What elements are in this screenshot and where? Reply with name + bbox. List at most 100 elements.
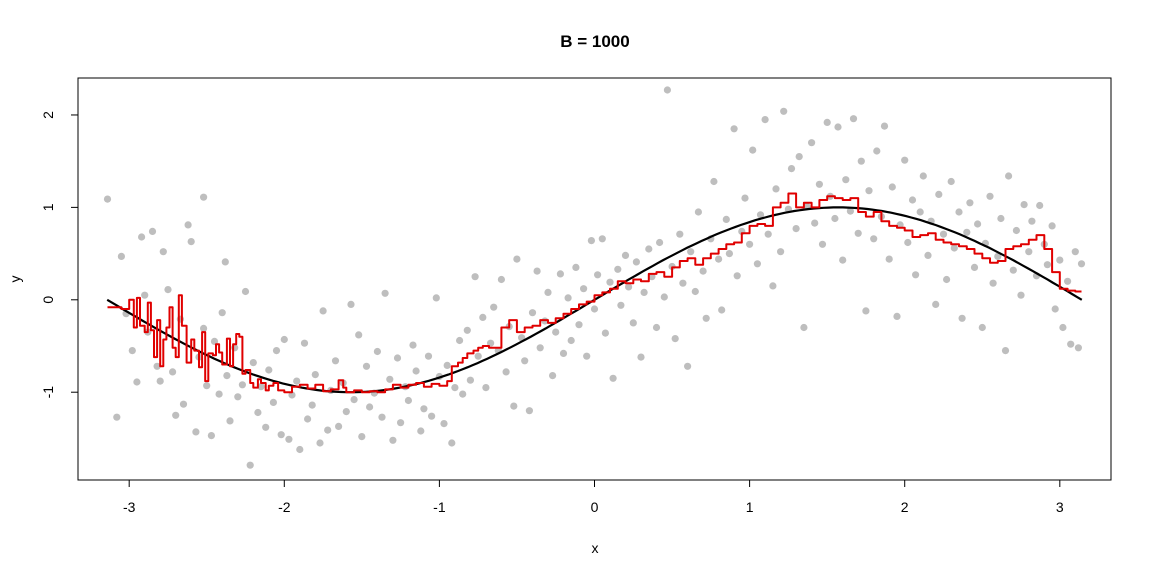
- data-point: [1028, 217, 1036, 225]
- data-point: [179, 400, 188, 408]
- data-point: [300, 339, 309, 347]
- data-point: [950, 244, 958, 252]
- data-point: [710, 177, 718, 186]
- data-point: [285, 435, 293, 443]
- data-point: [769, 282, 777, 290]
- data-point: [510, 402, 518, 410]
- data-point: [846, 207, 855, 215]
- data-point: [614, 265, 622, 273]
- data-point: [335, 422, 343, 430]
- data-point: [583, 352, 591, 360]
- data-point: [428, 412, 436, 420]
- data-point: [815, 180, 824, 188]
- chart-title: B = 1000: [560, 32, 629, 51]
- data-point: [386, 375, 394, 383]
- data-point: [733, 272, 741, 280]
- data-point: [172, 411, 180, 419]
- data-point: [1071, 248, 1079, 256]
- y-tick-label: 0: [40, 296, 56, 304]
- data-point: [533, 267, 541, 275]
- data-point: [221, 258, 229, 266]
- data-point: [184, 221, 192, 229]
- data-point: [528, 309, 537, 317]
- data-point: [660, 293, 668, 301]
- data-point: [362, 362, 371, 370]
- data-point: [479, 313, 487, 321]
- x-tick-label: 1: [746, 499, 754, 515]
- data-point: [966, 199, 974, 207]
- data-point: [764, 230, 772, 238]
- data-point: [699, 267, 707, 275]
- data-point: [207, 432, 215, 440]
- data-point: [648, 273, 656, 281]
- data-point: [676, 230, 684, 238]
- data-point: [324, 426, 332, 434]
- data-point: [691, 287, 699, 296]
- data-point: [389, 436, 397, 444]
- data-point: [187, 238, 195, 246]
- data-point: [373, 347, 381, 356]
- data-point: [598, 235, 606, 243]
- data-point: [590, 305, 599, 313]
- data-point: [1067, 340, 1075, 348]
- data-point: [873, 147, 881, 155]
- data-point: [617, 301, 625, 309]
- data-point: [159, 248, 167, 256]
- data-point: [625, 283, 633, 291]
- data-point: [164, 286, 172, 294]
- data-point: [381, 289, 389, 297]
- data-point: [218, 309, 226, 317]
- data-point: [580, 285, 588, 293]
- data-point: [601, 329, 610, 337]
- data-point: [113, 413, 121, 421]
- data-point: [304, 415, 312, 423]
- fitted-step-line: [107, 192, 1082, 394]
- data-point: [497, 275, 505, 284]
- data-point: [780, 107, 788, 115]
- data-point: [694, 208, 703, 216]
- y-tick-label: -1: [40, 386, 56, 399]
- data-point: [466, 376, 474, 384]
- data-point: [521, 357, 529, 365]
- data-point: [200, 193, 208, 201]
- data-point: [640, 288, 648, 296]
- data-point: [986, 192, 994, 200]
- data-point: [888, 183, 896, 191]
- data-point: [715, 255, 723, 263]
- data-point: [308, 401, 316, 409]
- data-point: [490, 303, 498, 311]
- data-point: [420, 405, 428, 413]
- data-point: [609, 374, 617, 382]
- data-point: [679, 279, 687, 287]
- data-point: [947, 177, 955, 186]
- data-point: [749, 146, 757, 154]
- data-point: [994, 252, 1002, 260]
- data-point: [831, 214, 839, 223]
- data-point: [880, 122, 889, 130]
- data-point: [800, 323, 808, 332]
- data-point: [587, 237, 596, 245]
- data-point: [1051, 305, 1059, 313]
- data-point: [1020, 201, 1028, 209]
- data-point: [857, 157, 865, 165]
- data-point: [156, 377, 164, 385]
- data-point: [818, 240, 827, 248]
- data-point: [823, 118, 831, 126]
- data-point: [1059, 323, 1067, 332]
- data-point: [1036, 201, 1044, 210]
- y-tick-label: 1: [40, 203, 56, 211]
- data-point: [746, 240, 754, 248]
- data-point: [671, 335, 679, 343]
- data-point: [513, 255, 521, 263]
- data-point: [502, 368, 510, 376]
- data-point: [1077, 260, 1086, 268]
- data-point: [249, 359, 257, 367]
- data-point: [955, 208, 963, 216]
- data-point: [1074, 344, 1082, 352]
- data-point: [471, 273, 479, 281]
- data-point: [787, 165, 796, 173]
- data-point: [629, 319, 637, 327]
- data-point: [1017, 291, 1025, 299]
- data-point: [350, 396, 358, 404]
